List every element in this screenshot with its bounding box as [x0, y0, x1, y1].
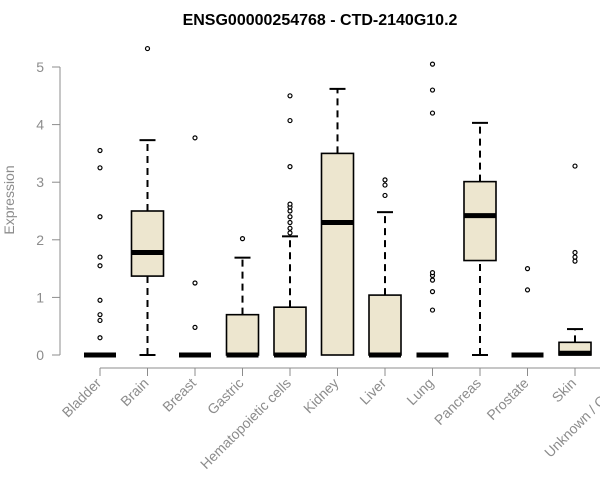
outlier-7-5	[429, 110, 436, 116]
outlier-0-1	[97, 317, 103, 324]
box-4	[273, 93, 307, 358]
outlier-4-1	[287, 225, 293, 231]
y-tick-label-0: 0	[36, 347, 44, 363]
outlier-0-0	[97, 335, 103, 341]
outlier-6-1	[382, 182, 388, 188]
outlier-7-6	[429, 87, 436, 93]
box-1	[130, 45, 165, 356]
y-tick-label-1: 1	[36, 289, 44, 305]
outlier-0-6	[97, 214, 103, 220]
outlier-0-8	[97, 147, 103, 154]
outlier-0-4	[97, 263, 103, 269]
outlier-7-1	[429, 289, 436, 295]
outlier-2-1	[192, 280, 198, 286]
outlier-0-3	[97, 297, 103, 303]
box-0	[84, 147, 116, 358]
x-tick-label-2: Breast	[159, 375, 199, 415]
box-rect-4	[273, 306, 307, 356]
outlier-4-6	[287, 201, 293, 207]
box-6	[368, 177, 402, 358]
x-tick-label-9: Prostate	[483, 375, 531, 423]
outlier-0-2	[97, 312, 103, 318]
x-tick-label-1: Brain	[117, 375, 151, 409]
x-tick-label-5: Kidney	[300, 375, 342, 417]
box-10	[558, 163, 592, 356]
boxes-group	[84, 45, 592, 358]
outlier-4-7	[287, 164, 293, 170]
box-rect-6	[368, 294, 402, 356]
outlier-3-0	[239, 236, 246, 242]
box-rect-5	[320, 152, 355, 356]
x-tick-label-8: Pancreas	[431, 375, 484, 428]
outlier-2-2	[192, 135, 198, 141]
outlier-7-0	[429, 307, 436, 313]
box-rect-8	[463, 180, 497, 262]
box-rect-3	[225, 313, 260, 356]
outlier-9-1	[524, 266, 531, 272]
box-7	[416, 61, 449, 358]
outlier-0-5	[97, 254, 103, 260]
box-5	[320, 87, 355, 356]
x-tick-label-10: Skin	[549, 375, 580, 406]
outlier-9-0	[524, 287, 531, 293]
y-tick-label-5: 5	[36, 59, 44, 75]
y-tick-label-2: 2	[36, 232, 44, 248]
outlier-6-2	[382, 177, 388, 183]
box-8	[463, 121, 497, 356]
outlier-1-0	[144, 45, 151, 52]
chart-title: ENSG00000254768 - CTD-2140G10.2	[183, 12, 458, 29]
outlier-6-0	[382, 192, 388, 199]
outlier-4-3	[287, 214, 293, 220]
outlier-4-0	[287, 230, 293, 236]
outlier-7-7	[429, 61, 436, 67]
outlier-4-2	[287, 219, 293, 226]
box-3	[225, 236, 260, 358]
x-tick-label-0: Bladder	[59, 375, 105, 421]
outlier-7-4	[429, 270, 436, 276]
x-tick-label-3: Gastric	[204, 375, 247, 418]
outlier-4-4	[287, 208, 293, 214]
outlier-2-0	[192, 324, 198, 330]
y-axis: 0 1 2 3 4 5	[36, 59, 61, 363]
outlier-4-8	[287, 117, 293, 124]
y-axis-label: Expression	[1, 165, 17, 234]
y-tick-label-3: 3	[36, 174, 44, 190]
outlier-7-2	[429, 277, 436, 283]
outlier-10-1	[572, 254, 578, 260]
box-9	[511, 266, 544, 358]
x-tick-label-4: Hematopoietic cells	[197, 375, 294, 472]
outlier-0-7	[97, 165, 103, 171]
outlier-4-9	[287, 93, 293, 99]
y-tick-label-4: 4	[36, 117, 44, 133]
box-rect-1	[130, 210, 165, 277]
box-2	[179, 135, 211, 358]
x-tick-label-7: Lung	[403, 375, 436, 408]
outlier-10-3	[572, 163, 578, 169]
outlier-10-0	[572, 258, 578, 264]
outlier-10-2	[572, 249, 578, 256]
x-tick-label-6: Liver	[356, 375, 389, 408]
